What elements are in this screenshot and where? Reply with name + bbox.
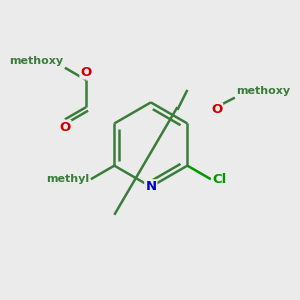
Text: methoxy: methoxy: [9, 56, 64, 66]
Text: O: O: [80, 66, 92, 79]
Text: Cl: Cl: [212, 173, 226, 186]
Text: methoxy: methoxy: [236, 86, 290, 96]
Text: N: N: [145, 180, 156, 193]
Text: methyl: methyl: [46, 174, 89, 184]
Text: O: O: [211, 103, 222, 116]
Text: O: O: [59, 121, 70, 134]
